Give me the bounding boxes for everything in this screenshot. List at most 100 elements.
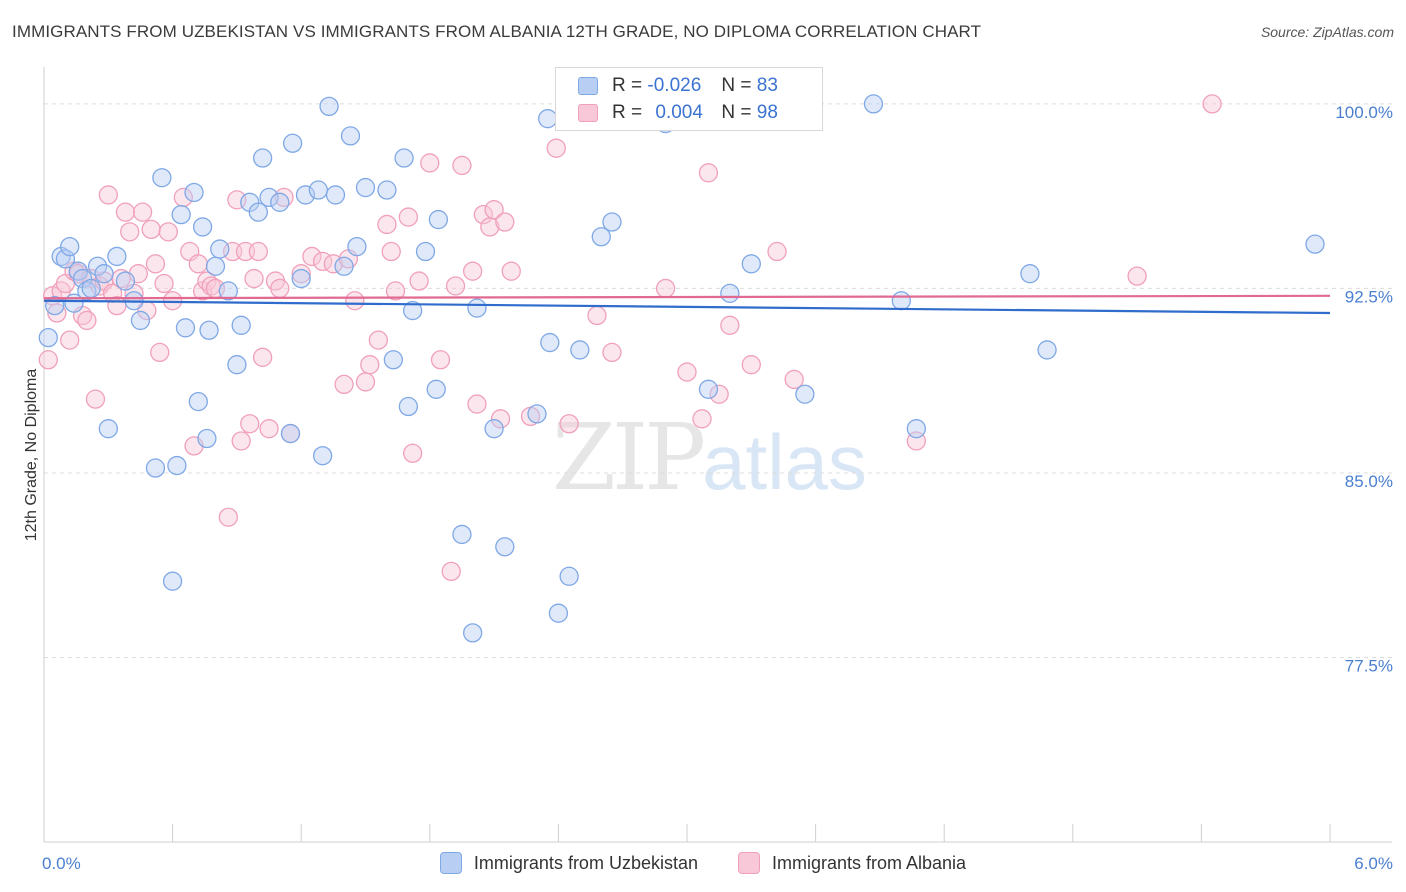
uzbekistan-point [463, 623, 483, 643]
albania-point [334, 374, 354, 395]
albania-point [141, 219, 161, 240]
uzbekistan-point [484, 419, 504, 439]
albania-point [602, 342, 622, 363]
albania-point [47, 303, 67, 323]
albania-point [259, 419, 279, 439]
albania-point [420, 153, 440, 173]
legend-r-label: R = [612, 102, 643, 123]
x-tick-label: 0.0% [42, 854, 81, 873]
uzbekistan-point [227, 355, 247, 375]
albania-trend-line [43, 294, 1331, 300]
albania-point [501, 261, 521, 281]
legend-n-value: 83 [756, 75, 778, 96]
uzbekistan-point [205, 256, 226, 276]
albania-points [38, 94, 1222, 582]
legend-row-albania: R = 0.004 N = 98 [578, 99, 778, 127]
albania-point [270, 278, 290, 299]
albania-swatch [737, 852, 760, 874]
uzbekistan-point [231, 315, 251, 335]
uzbekistan-point [1305, 234, 1325, 254]
uzbekistan-point [527, 404, 547, 424]
legend-item-uzbekistan: Immigrants from Uzbekistan [439, 852, 698, 874]
uzbekistan-point [270, 192, 290, 212]
uzbekistan-point [377, 180, 397, 200]
y-tick-label: 100.0% [1335, 103, 1393, 122]
uzbekistan-point [340, 126, 361, 146]
x-tick-label: 6.0% [1354, 854, 1393, 873]
uzbekistan-point [426, 379, 446, 399]
uzbekistan-point [403, 300, 423, 321]
uzbekistan-trend-line [43, 299, 1331, 315]
tick-labels: 77.5% 85.0% 92.5% 100.0% 0.0% 6.0% 12th Grade,… [23, 103, 1393, 873]
albania-point [107, 296, 127, 316]
albania-point [655, 278, 676, 299]
uzbekistan-point [720, 283, 740, 303]
albania-point [132, 202, 153, 222]
uzbekistan-point [383, 350, 404, 370]
albania-point [162, 291, 183, 311]
uzbekistan-point [415, 241, 436, 262]
albania-point [698, 163, 719, 183]
uzbekistan-point [107, 246, 127, 267]
uzbekistan-point [355, 177, 376, 198]
uzbekistan-point [591, 227, 611, 247]
uzbekistan-point [559, 566, 579, 586]
uzbekistan-point [548, 603, 569, 623]
albania-point [473, 204, 494, 225]
axes [43, 67, 1392, 843]
y-tick-label: 85.0% [1345, 472, 1393, 491]
trend-lines [43, 294, 1331, 315]
albania-point [368, 330, 389, 350]
uzbekistan-point [81, 278, 101, 299]
gridlines [44, 103, 1392, 658]
uzbekistan-point [347, 236, 367, 257]
uzbekistan-point [863, 94, 884, 114]
uzbekistan-point [602, 212, 622, 232]
albania-point [409, 271, 429, 291]
uzbekistan-point [199, 320, 219, 340]
albania-point [587, 305, 607, 326]
chart-title: IMMIGRANTS FROM UZBEKISTAN VS IMMIGRANTS… [12, 22, 982, 41]
uzbekistan-point [308, 180, 328, 200]
albania-point [218, 507, 238, 527]
uzbekistan-point [698, 379, 719, 399]
albania-point [441, 561, 461, 582]
albania-point [381, 241, 401, 262]
y-tick-label: 77.5% [1345, 656, 1393, 675]
albania-point [430, 350, 451, 370]
albania-point [291, 264, 311, 284]
albania-point [360, 355, 380, 375]
uzbekistan-point [210, 239, 230, 259]
albania-point [248, 241, 268, 262]
legend-n-label: N = [721, 102, 752, 123]
albania-point [495, 212, 515, 232]
albania-point [377, 214, 397, 235]
uzbekistan-point [60, 236, 80, 257]
albania-point [385, 281, 406, 301]
albania-point [403, 443, 423, 463]
albania-point [1202, 94, 1222, 114]
source-label: Source: ZipAtlas.com [1260, 24, 1394, 40]
uzbekistan-point [570, 340, 590, 360]
uzbekistan-point [152, 168, 172, 188]
albania-point [60, 330, 80, 350]
albania-point [355, 372, 376, 392]
uzbekistan-point [171, 204, 191, 225]
albania-point [445, 276, 466, 296]
albania-point [345, 291, 365, 311]
albania-point [252, 347, 273, 367]
uzbekistan-point [467, 298, 487, 318]
uzbekistan-point [891, 291, 911, 311]
albania-point [115, 202, 136, 222]
albania-point [231, 431, 251, 451]
albania-point [484, 200, 504, 220]
albania-point [559, 414, 579, 434]
albania-point [98, 185, 118, 205]
uzbekistan-point [398, 396, 419, 417]
albania-point [709, 384, 729, 404]
legend-label-albania: Immigrants from Albania [771, 852, 967, 873]
legend-item-albania: Immigrants from Albania [737, 852, 967, 874]
albania-point [38, 350, 58, 370]
uzbekistan-point [130, 310, 151, 331]
